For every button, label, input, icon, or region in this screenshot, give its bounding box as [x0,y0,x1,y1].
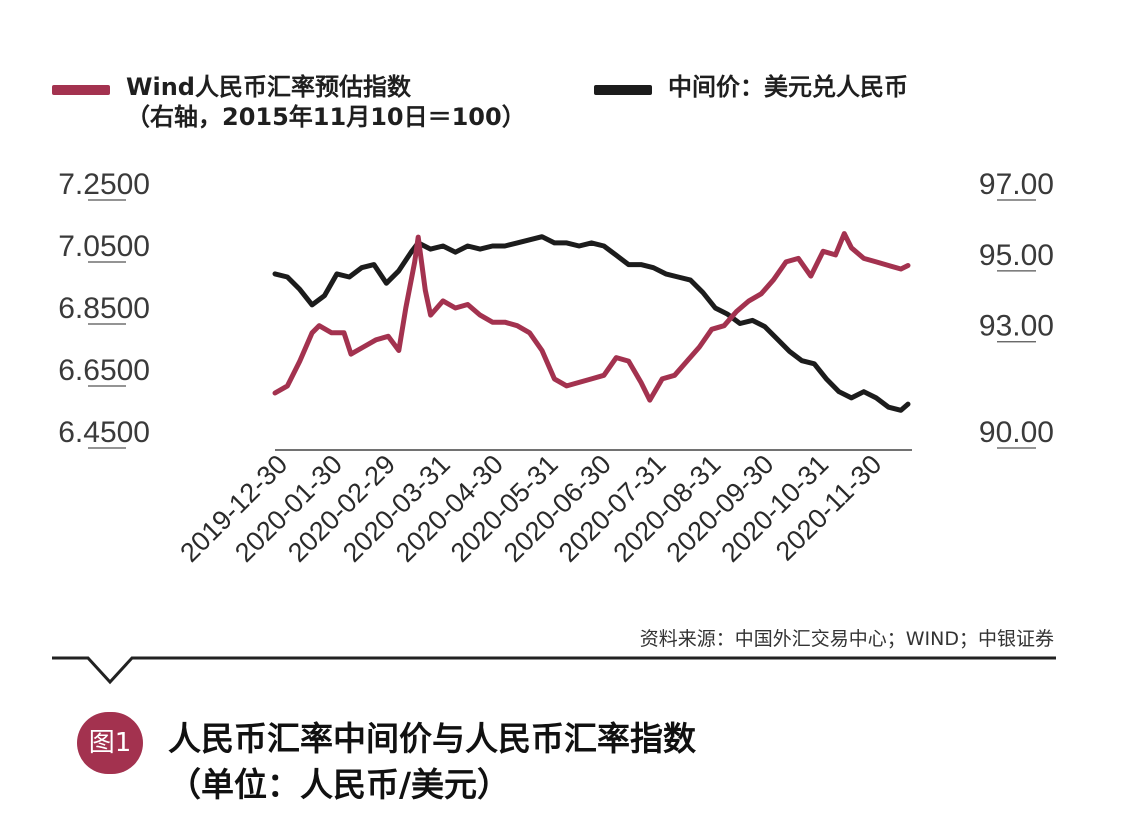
right-tick-label: 93.00 [979,310,1054,343]
right-tick-label: 97.00 [979,168,1054,201]
section-divider [52,656,1056,685]
series-line-midrate [272,234,911,413]
legend-text-index: Wind人民币汇率预估指数 （右轴，2015年11月10日＝100） [126,72,526,132]
left-tick-label: 6.8500 [58,292,150,325]
figure-caption: 人民币汇率中间价与人民币汇率指数 （单位：人民币/美元） [168,716,696,808]
right-axis: 97.00 95.00 93.00 90.00 [979,168,1054,449]
series-line-index [272,231,911,403]
figure-caption-line2: （单位：人民币/美元） [168,765,511,804]
legend-sublabel-index: （右轴，2015年11月10日＝100） [126,103,526,131]
legend-label-index: Wind人民币汇率预估指数 [126,73,411,101]
left-tick-label: 6.4500 [58,416,150,449]
legend-swatch-index [52,85,110,95]
line-chart: 7.2500 7.0500 6.8500 6.6500 6.4500 97.00 95.0… [58,168,1054,568]
figure-badge: 图1 [77,712,143,774]
legend-item-midrate: 中间价：美元兑人民币 [594,72,908,102]
legend-swatch-midrate [594,85,652,95]
series-layer [272,231,911,413]
legend-label-midrate: 中间价：美元兑人民币 [668,73,908,101]
left-tick-label: 7.2500 [58,168,150,201]
left-tick-label: 7.0500 [58,230,150,263]
right-tick-label: 95.00 [979,239,1054,272]
x-axis-ticks: 2019-12-302020-01-302020-02-292020-03-31… [174,449,887,568]
legend-item-index: Wind人民币汇率预估指数 （右轴，2015年11月10日＝100） [52,72,526,132]
left-axis: 7.2500 7.0500 6.8500 6.6500 6.4500 [58,168,150,449]
figure-caption-line1: 人民币汇率中间价与人民币汇率指数 [168,719,696,758]
left-tick-label: 6.6500 [58,354,150,387]
right-tick-label: 90.00 [979,416,1054,449]
source-note: 资料来源：中国外汇交易中心；WIND；中银证券 [639,628,1054,650]
